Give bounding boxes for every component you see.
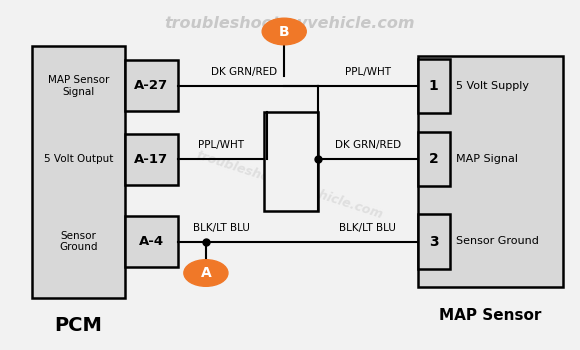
Bar (418, 56, 563, 287)
Text: 3: 3 (429, 234, 438, 248)
Text: MAP Sensor
Signal: MAP Sensor Signal (48, 75, 109, 97)
Text: troubleshootmyvehicle.com: troubleshootmyvehicle.com (195, 149, 385, 222)
Bar (418, 58, 450, 113)
Text: BLK/LT BLU: BLK/LT BLU (339, 223, 396, 233)
Text: MAP Sensor: MAP Sensor (439, 308, 541, 322)
Bar (125, 216, 178, 267)
Text: DK GRN/RED: DK GRN/RED (211, 67, 277, 77)
Bar (418, 132, 450, 186)
Text: 1: 1 (429, 79, 438, 93)
Text: DK GRN/RED: DK GRN/RED (335, 140, 401, 150)
Text: 5 Volt Output: 5 Volt Output (44, 154, 113, 164)
Text: A-4: A-4 (139, 235, 164, 248)
Circle shape (262, 18, 306, 45)
Circle shape (184, 260, 228, 286)
Text: A-27: A-27 (135, 79, 168, 92)
Text: MAP Signal: MAP Signal (456, 154, 519, 164)
Text: Sensor Ground: Sensor Ground (456, 237, 539, 246)
Bar (125, 60, 178, 111)
Text: A-17: A-17 (135, 153, 168, 166)
Text: Sensor
Ground: Sensor Ground (59, 231, 97, 252)
Text: A: A (201, 266, 211, 280)
Text: 5 Volt Supply: 5 Volt Supply (456, 81, 530, 91)
Text: PPL/WHT: PPL/WHT (345, 67, 391, 77)
Bar (264, 112, 318, 211)
Bar (418, 214, 450, 269)
Bar (125, 134, 178, 185)
Text: BLK/LT BLU: BLK/LT BLU (193, 223, 249, 233)
Text: troubleshootmyvehicle.com: troubleshootmyvehicle.com (165, 16, 415, 31)
Text: PCM: PCM (55, 316, 102, 335)
Text: 2: 2 (429, 152, 438, 166)
Text: PPL/WHT: PPL/WHT (198, 140, 244, 150)
Bar (32, 46, 125, 298)
Text: B: B (279, 25, 289, 38)
